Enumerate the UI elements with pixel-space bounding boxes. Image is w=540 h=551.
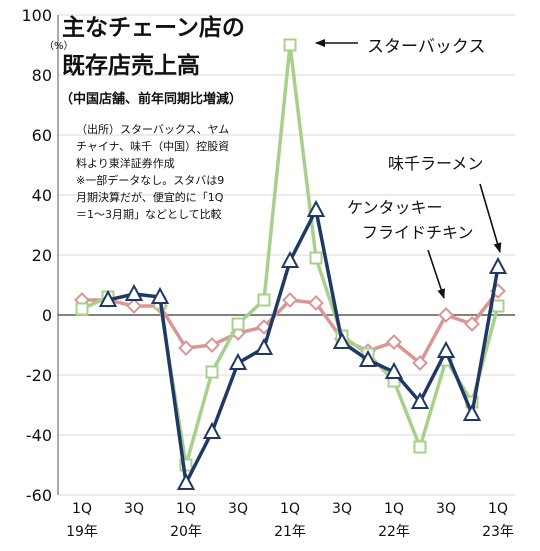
y-tick-label: 80 (32, 66, 52, 85)
data-point-ajisen (488, 256, 508, 274)
data-point-kfc (178, 340, 194, 356)
y-tick-label: 40 (32, 186, 52, 205)
data-point-starbucks (231, 317, 245, 331)
series-line-starbucks (158, 43, 500, 467)
data-point-kfc (386, 334, 402, 350)
kfc-arrow (427, 249, 445, 299)
y-tick-label: 100 (21, 6, 52, 25)
data-point-ajisen (228, 352, 248, 370)
data-point-ajisen (358, 349, 378, 367)
y-tick-label: 0 (42, 306, 52, 325)
x-tick-quarter-label: 1Q (72, 501, 92, 517)
x-tick-year-label: 22年 (378, 524, 410, 540)
y-tick-label: -60 (26, 486, 52, 505)
series-line-ajisen (107, 208, 500, 485)
data-point-ajisen (98, 289, 118, 307)
x-tick-quarter-label: 3Q (228, 501, 248, 517)
y-tick-label: -40 (26, 426, 52, 445)
x-tick-quarter-label: 1Q (384, 501, 404, 517)
data-point-ajisen (306, 199, 326, 217)
chart-title-line-2: 既存店売上高 (62, 53, 200, 79)
x-tick-year-label: 23年 (482, 524, 514, 540)
ajisen-arrow (479, 183, 502, 253)
y-tick-label: 60 (32, 126, 52, 145)
data-point-kfc (204, 337, 220, 353)
data-point-starbucks (283, 38, 297, 52)
x-tick-year-label: 21年 (274, 524, 306, 540)
data-point-starbucks (491, 299, 505, 313)
data-point-kfc (282, 292, 298, 308)
x-tick-quarter-label: 1Q (488, 501, 508, 517)
chart-subtitle: （中国店舗、前年同期比増減） (60, 92, 243, 107)
data-point-kfc (126, 298, 142, 314)
data-point-ajisen (410, 391, 430, 409)
x-tick-quarter-label: 3Q (332, 501, 352, 517)
x-tick-quarter-label: 3Q (436, 501, 456, 517)
data-point-ajisen (202, 421, 222, 439)
y-tick-label: 20 (32, 246, 52, 265)
chart-title-line-1: 主なチェーン店の (62, 15, 245, 41)
data-point-ajisen (176, 472, 196, 490)
data-point-ajisen (436, 340, 456, 358)
data-point-ajisen (254, 337, 274, 355)
source-note: （出所）スターバックス、ヤム チャイナ、味千（中国）控股資 料より東洋証券作成 … (76, 121, 229, 223)
x-tick-year-label: 19年 (66, 524, 98, 540)
source-note-line: ＝1～3月期」などとして比較 (76, 208, 222, 221)
kfc-label-line-1: ケンタッキー (347, 198, 443, 217)
data-point-kfc (412, 355, 428, 371)
data-point-ajisen (150, 286, 170, 304)
ajisen-label: 味千ラーメン (388, 154, 484, 173)
annotation-arrows (315, 39, 502, 299)
data-point-kfc (464, 316, 480, 332)
data-point-ajisen (332, 331, 352, 349)
data-point-starbucks (257, 293, 271, 307)
data-point-starbucks (413, 440, 427, 454)
kfc-label-line-2: フライドチキン (362, 223, 474, 242)
source-note-line: （出所）スターバックス、ヤム (76, 123, 230, 136)
data-point-starbucks (75, 302, 89, 316)
data-point-ajisen (280, 250, 300, 268)
source-note-line: チャイナ、味千（中国）控股資 (76, 140, 230, 153)
series-lines (74, 38, 508, 490)
series-ajisen (98, 199, 508, 490)
data-point-starbucks (309, 251, 323, 265)
axes: （%） 100 80 60 40 20 0 -20 -40 -60 1Q 19年 3Q 1Q 20年 3Q 1… (21, 6, 513, 540)
starbucks-label: スターバックス (367, 37, 486, 57)
data-point-kfc (438, 307, 454, 323)
data-point-kfc (256, 319, 272, 335)
source-note-line: 料より東洋証券作成 (76, 157, 175, 170)
y-tick-label: -20 (26, 366, 52, 385)
data-point-kfc (308, 295, 324, 311)
data-point-ajisen (462, 403, 482, 421)
x-tick-year-label: 20年 (170, 524, 202, 540)
data-point-ajisen (384, 361, 404, 379)
x-tick-quarter-label: 1Q (280, 501, 300, 517)
x-tick-quarter-label: 3Q (124, 501, 144, 517)
source-note-line: ※一部データなし。スタバは9 (76, 174, 225, 187)
data-point-starbucks (205, 365, 219, 379)
y-unit-label: （%） (44, 40, 74, 52)
data-point-ajisen (124, 283, 144, 301)
x-tick-quarter-label: 1Q (176, 501, 196, 517)
source-note-line: 月期決算だが、便宜的に「1Q (76, 191, 224, 204)
gridlines (58, 14, 515, 496)
